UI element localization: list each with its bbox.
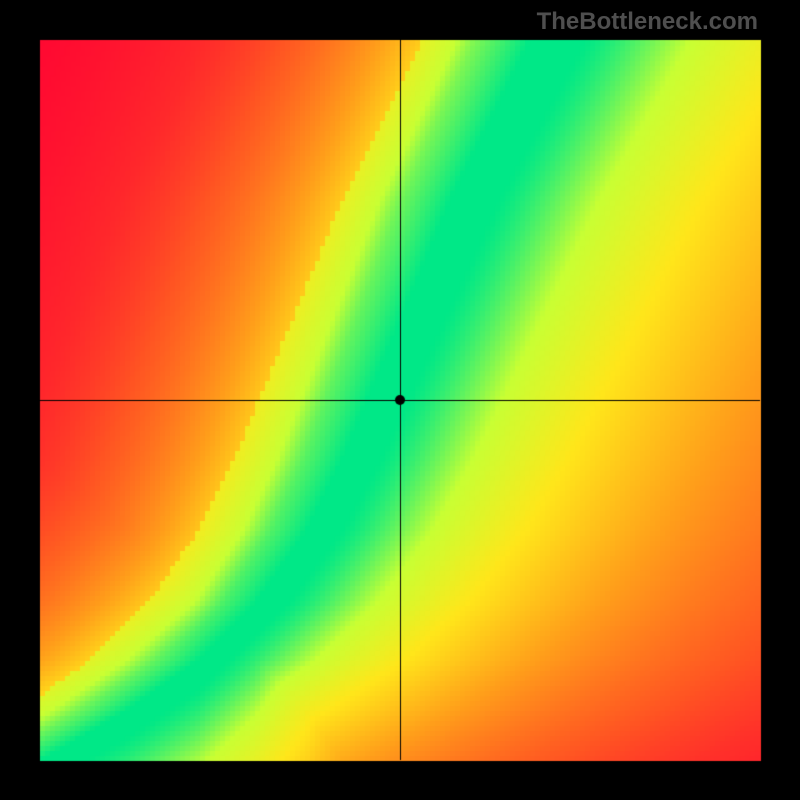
watermark-text: TheBottleneck.com [537,8,758,36]
bottleneck-heatmap-canvas [0,0,800,800]
